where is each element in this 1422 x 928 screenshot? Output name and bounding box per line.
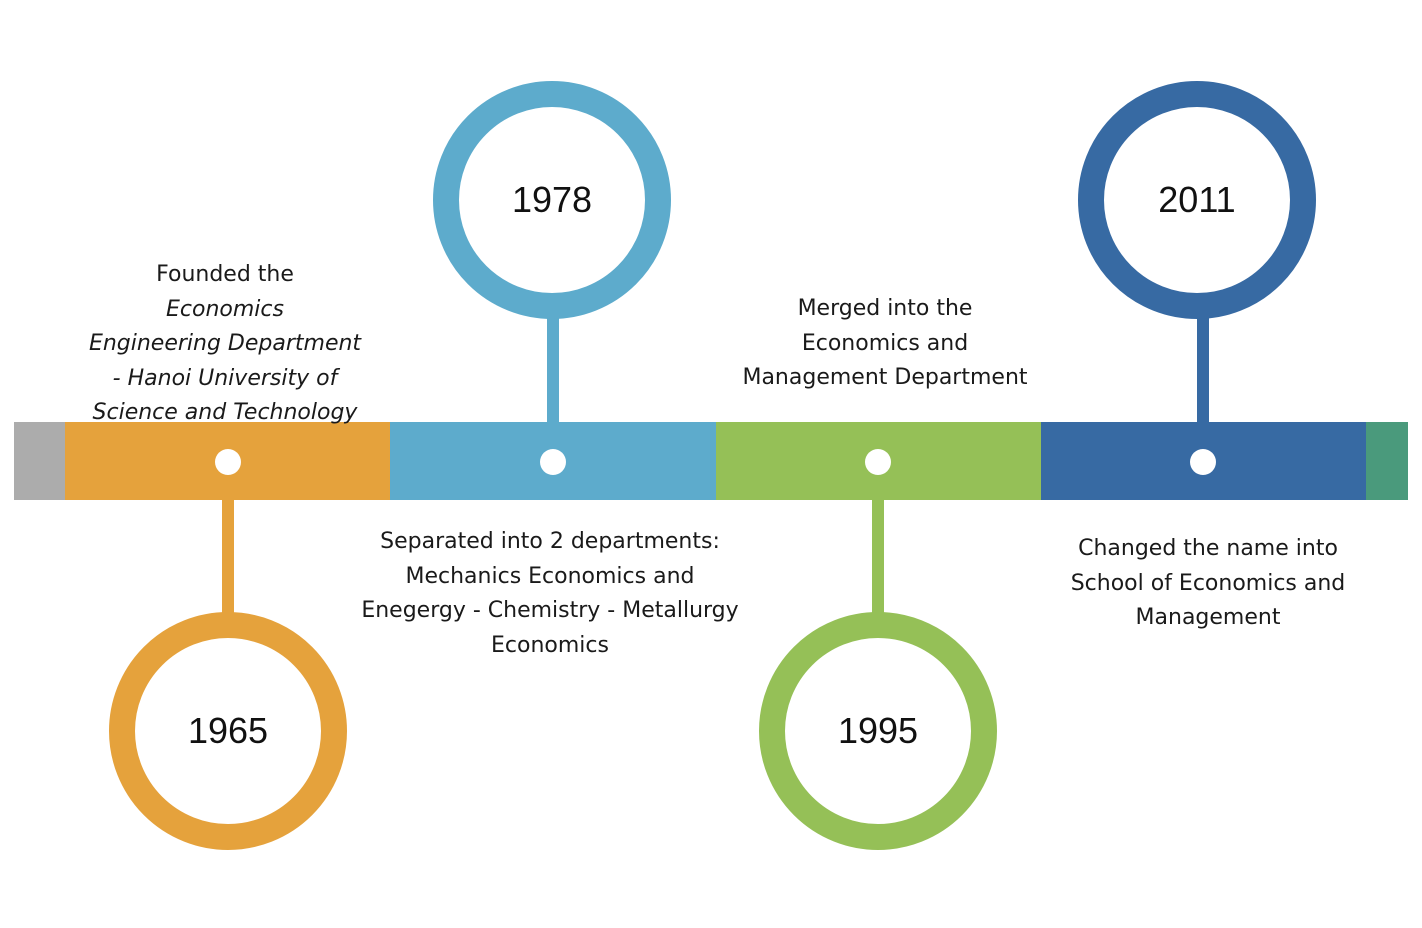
connector-1965 xyxy=(222,500,234,618)
timeline-dot-1978 xyxy=(540,449,566,475)
timeline-dot-1965 xyxy=(215,449,241,475)
connector-1978 xyxy=(547,312,559,424)
timeline-bar-end-teal xyxy=(1366,422,1408,500)
year-circle-1995: 1995 xyxy=(759,612,997,850)
event-description-1965: Founded the Economics Engineering Depart… xyxy=(88,262,362,425)
timeline-dot-1995 xyxy=(865,449,891,475)
year-circle-2011: 2011 xyxy=(1078,81,1316,319)
event-description-2011: Changed the name into School of Economic… xyxy=(1070,536,1346,630)
year-circle-1965: 1965 xyxy=(109,612,347,850)
year-label-1995: 1995 xyxy=(837,710,919,751)
connector-1995 xyxy=(872,500,884,618)
timeline-dot-2011 xyxy=(1190,449,1216,475)
event-description-1978: Separated into 2 departments: Mechanics … xyxy=(361,529,739,658)
year-label-1978: 1978 xyxy=(511,179,593,220)
connector-2011 xyxy=(1197,312,1209,424)
timeline-bar-start-gray xyxy=(14,422,65,500)
event-description-1995: Merged into the Economics and Management… xyxy=(742,296,1028,390)
year-circle-1978: 1978 xyxy=(433,81,671,319)
year-label-2011: 2011 xyxy=(1158,179,1236,220)
year-label-1965: 1965 xyxy=(187,710,269,751)
